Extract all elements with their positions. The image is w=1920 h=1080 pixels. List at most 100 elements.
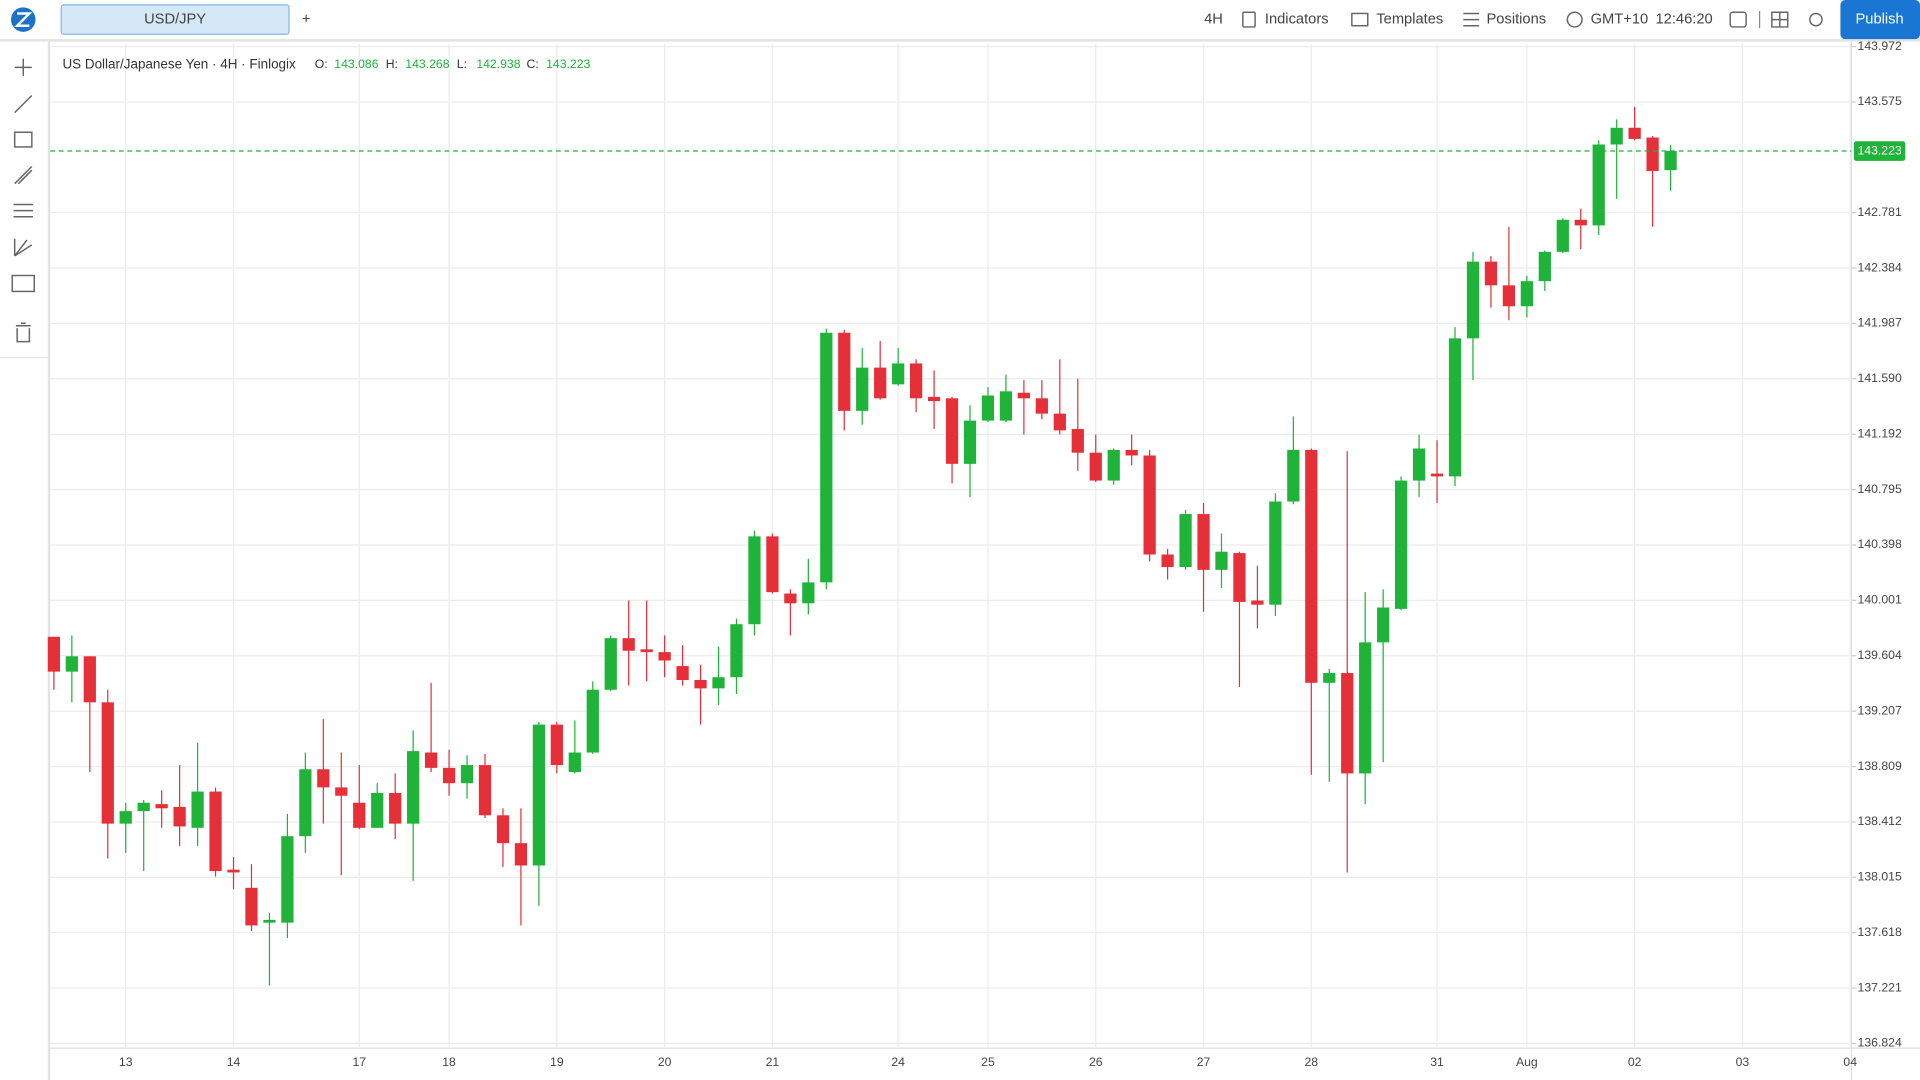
candle-body bbox=[1035, 398, 1048, 414]
candle-body bbox=[586, 689, 599, 753]
candle-body bbox=[945, 398, 959, 464]
candle-body bbox=[1646, 137, 1659, 171]
legend-value: 143.268 bbox=[405, 57, 449, 71]
market-icon[interactable] bbox=[1729, 11, 1747, 28]
x-tick-label: 27 bbox=[1197, 1055, 1211, 1069]
candle-body bbox=[101, 702, 114, 824]
x-tick-label: 24 bbox=[891, 1055, 905, 1069]
candle-body bbox=[1161, 554, 1174, 568]
candle-body bbox=[173, 806, 186, 827]
candle-body bbox=[1556, 219, 1569, 252]
candle-body bbox=[407, 751, 420, 824]
candle-body bbox=[874, 367, 887, 399]
candle-body bbox=[371, 792, 384, 828]
x-tick-label: 17 bbox=[352, 1055, 366, 1069]
last-price-label: 143.223 bbox=[1857, 143, 1901, 157]
logo-mark bbox=[14, 12, 33, 27]
x-tick-label: 18 bbox=[442, 1055, 456, 1069]
candle-body bbox=[1107, 449, 1120, 481]
legend-value: 143.223 bbox=[546, 57, 590, 71]
x-tick-label: 20 bbox=[658, 1055, 672, 1069]
candle-body bbox=[389, 792, 402, 824]
indicators-button[interactable]: Indicators bbox=[1265, 11, 1329, 27]
settings-icon[interactable] bbox=[1809, 12, 1823, 27]
candle-body bbox=[1125, 449, 1138, 456]
candle-body bbox=[1359, 642, 1372, 774]
x-tick-label: 28 bbox=[1305, 1055, 1319, 1069]
candle-body bbox=[1574, 219, 1587, 226]
candle-body bbox=[909, 363, 923, 399]
candle-body bbox=[1233, 553, 1246, 602]
candle-body bbox=[478, 765, 492, 816]
plot: 136.824 137.221 137.618 138.015 138.412 138.8… bbox=[47, 39, 1906, 1069]
candle-body bbox=[460, 765, 474, 784]
templates-button[interactable]: Templates bbox=[1376, 11, 1443, 27]
candle-body bbox=[137, 802, 150, 812]
text-tool[interactable] bbox=[11, 274, 36, 293]
candle-body bbox=[856, 367, 869, 411]
candle-body bbox=[802, 582, 815, 604]
x-tick-label: 03 bbox=[1736, 1055, 1750, 1069]
symbol-tab[interactable] bbox=[60, 4, 290, 35]
y-tick-label: 140.398 bbox=[1858, 537, 1902, 551]
fib-tool[interactable] bbox=[13, 203, 34, 218]
legend-value: 142.938 bbox=[476, 57, 520, 71]
candle-body bbox=[1592, 144, 1605, 226]
candle-body bbox=[281, 836, 294, 923]
channel-tool[interactable] bbox=[14, 166, 33, 185]
interval-button[interactable]: 4H bbox=[1204, 11, 1223, 27]
rect-tool[interactable] bbox=[13, 131, 33, 148]
candle-body bbox=[892, 363, 905, 385]
candle-body bbox=[1269, 501, 1282, 605]
candle-body bbox=[1520, 281, 1533, 307]
timezone-icon bbox=[1566, 11, 1583, 28]
candle-body bbox=[353, 802, 366, 828]
y-tick-label: 136.824 bbox=[1858, 1036, 1902, 1050]
x-tick-label: 21 bbox=[766, 1055, 780, 1069]
y-tick-label: 141.987 bbox=[1858, 316, 1902, 330]
candle-body bbox=[658, 652, 671, 661]
add-tab[interactable]: + bbox=[302, 11, 311, 27]
candle-body bbox=[227, 869, 240, 873]
fan-tool[interactable] bbox=[13, 238, 33, 257]
candle-body bbox=[784, 593, 797, 604]
publish-button[interactable] bbox=[1840, 0, 1920, 40]
candle-body bbox=[119, 811, 132, 824]
y-tick-label: 140.795 bbox=[1858, 482, 1902, 496]
y-tick-label: 142.384 bbox=[1858, 260, 1902, 274]
candle-body bbox=[730, 624, 743, 678]
publish-label: Publish bbox=[1856, 11, 1904, 27]
candle-body bbox=[1053, 413, 1066, 431]
candle-body bbox=[640, 649, 653, 653]
candle-body bbox=[496, 815, 510, 844]
layout-icon[interactable] bbox=[1771, 11, 1789, 28]
candle-body bbox=[245, 887, 258, 926]
candle-body bbox=[532, 724, 546, 866]
candle-body bbox=[1377, 607, 1390, 643]
timezone-button[interactable]: GMT+10 bbox=[1591, 11, 1649, 27]
delete-tool[interactable] bbox=[15, 322, 31, 343]
y-tick-label: 138.412 bbox=[1858, 814, 1902, 828]
candle-body bbox=[263, 919, 276, 923]
line-tool[interactable] bbox=[14, 94, 33, 114]
candle-body bbox=[1538, 251, 1551, 282]
legend-key: C: bbox=[527, 57, 539, 71]
legend-key: O: bbox=[315, 57, 328, 71]
y-tick-label: 138.015 bbox=[1858, 870, 1902, 884]
candle-body bbox=[676, 666, 689, 681]
candle-body bbox=[83, 656, 96, 703]
y-tick-label: 140.001 bbox=[1858, 593, 1902, 607]
y-tick-label: 139.207 bbox=[1858, 703, 1902, 717]
x-tick-label: 31 bbox=[1430, 1055, 1444, 1069]
candle-body bbox=[550, 724, 563, 766]
templates-icon bbox=[1351, 12, 1369, 27]
positions-button[interactable]: Positions bbox=[1487, 11, 1547, 27]
candle-body bbox=[191, 791, 204, 828]
candle-body bbox=[209, 791, 222, 872]
candle-body bbox=[1017, 392, 1031, 399]
crosshair-tool[interactable] bbox=[14, 58, 32, 76]
candle-body bbox=[927, 396, 941, 402]
header bbox=[0, 0, 1920, 41]
y-tick-label: 141.192 bbox=[1858, 427, 1902, 441]
